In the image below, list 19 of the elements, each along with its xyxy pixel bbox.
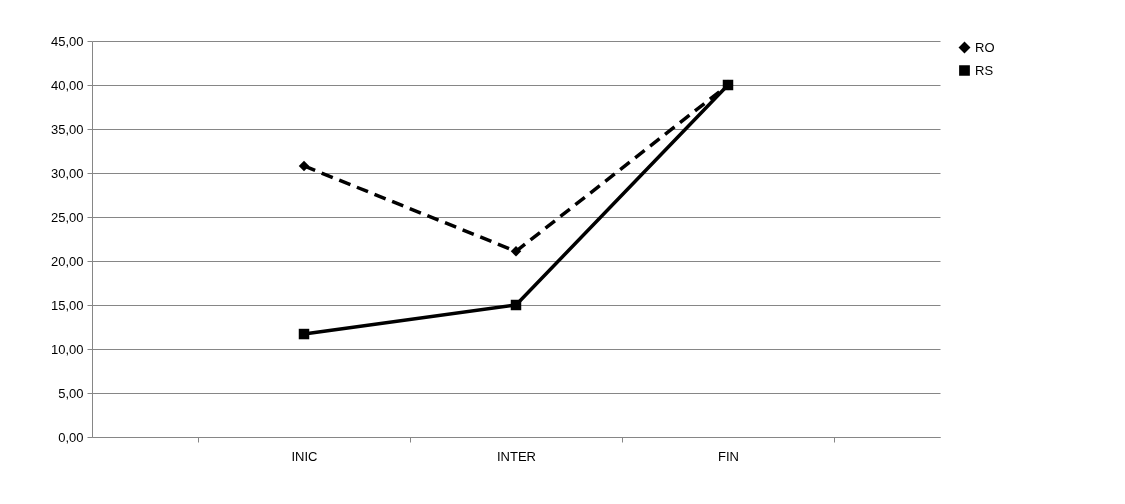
- y-tick-label: 30,00: [50, 165, 84, 181]
- y-tick-label: 40,00: [50, 77, 84, 93]
- point: [298, 160, 310, 172]
- y-tick-label: 10,00: [50, 341, 84, 357]
- y-tick-label: 0,00: [58, 429, 84, 445]
- y-tick-label: 25,00: [50, 209, 84, 225]
- legend-label: RS: [975, 62, 994, 78]
- point: [298, 328, 310, 340]
- x-tick-label: INTER: [497, 448, 536, 464]
- point: [510, 299, 522, 311]
- point: [510, 246, 522, 257]
- y-tick-label: 5,00: [58, 385, 84, 401]
- legend-label: RO: [975, 39, 995, 55]
- y-tick-label: 20,00: [50, 253, 84, 269]
- y-tick-label: 45,00: [50, 33, 84, 49]
- y-tick-label: 15,00: [50, 297, 84, 313]
- x-tick-label: INIC: [291, 448, 318, 464]
- x-tick-label: FIN: [718, 448, 739, 464]
- y-tick-label: 35,00: [50, 121, 84, 137]
